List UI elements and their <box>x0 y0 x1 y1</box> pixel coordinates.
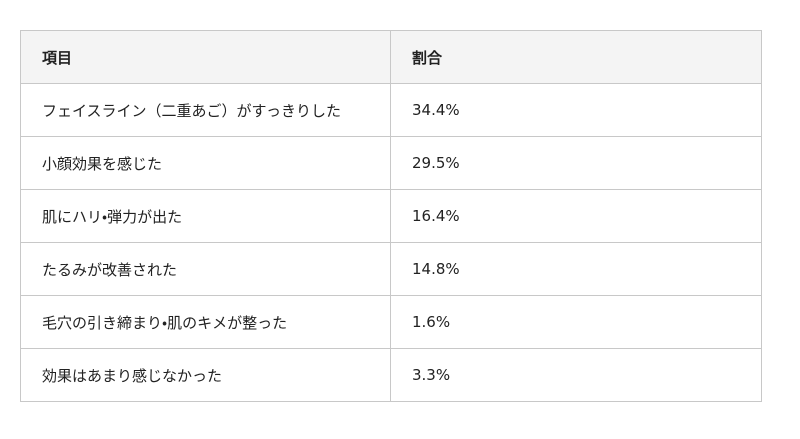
header-cell: 割合 <box>390 30 762 84</box>
ratio-cell: 34.4% <box>390 83 762 137</box>
table-row: 小顔効果を感じた 29.5% <box>20 136 762 190</box>
item-cell: たるみが改善された <box>20 242 391 296</box>
item-cell: 効果はあまり感じなかった <box>20 348 391 402</box>
item-cell: 小顔効果を感じた <box>20 136 391 190</box>
item-cell: 毛穴の引き締まり・肌のキメが整った <box>20 295 391 349</box>
table-row: 毛穴の引き締まり・肌のキメが整った 1.6% <box>20 295 762 349</box>
item-cell: 肌にハリ・弾力が出た <box>20 189 391 243</box>
header-cell: 項目 <box>20 30 391 84</box>
table-row: 肌にハリ・弾力が出た 16.4% <box>20 189 762 243</box>
table-row: たるみが改善された 14.8% <box>20 242 762 296</box>
table-body: フェイスライン（二重あご）がすっきりした 34.4% 小顔効果を感じた 29.5% 肌に… <box>20 83 762 402</box>
ratio-cell: 1.6% <box>390 295 762 349</box>
ratio-cell: 14.8% <box>390 242 762 296</box>
table-row: フェイスライン（二重あご）がすっきりした 34.4% <box>20 83 762 137</box>
table-head: 項目 割合 <box>20 30 762 84</box>
ratio-cell: 3.3% <box>390 348 762 402</box>
data-table: 項目 割合 フェイスライン（二重あご）がすっきりした 34.4% 小顔効果を感じた 29… <box>20 30 762 402</box>
header-row: 項目 割合 <box>20 30 762 84</box>
item-cell: フェイスライン（二重あご）がすっきりした <box>20 83 391 137</box>
ratio-cell: 29.5% <box>390 136 762 190</box>
table-row: 効果はあまり感じなかった 3.3% <box>20 348 762 402</box>
ratio-cell: 16.4% <box>390 189 762 243</box>
